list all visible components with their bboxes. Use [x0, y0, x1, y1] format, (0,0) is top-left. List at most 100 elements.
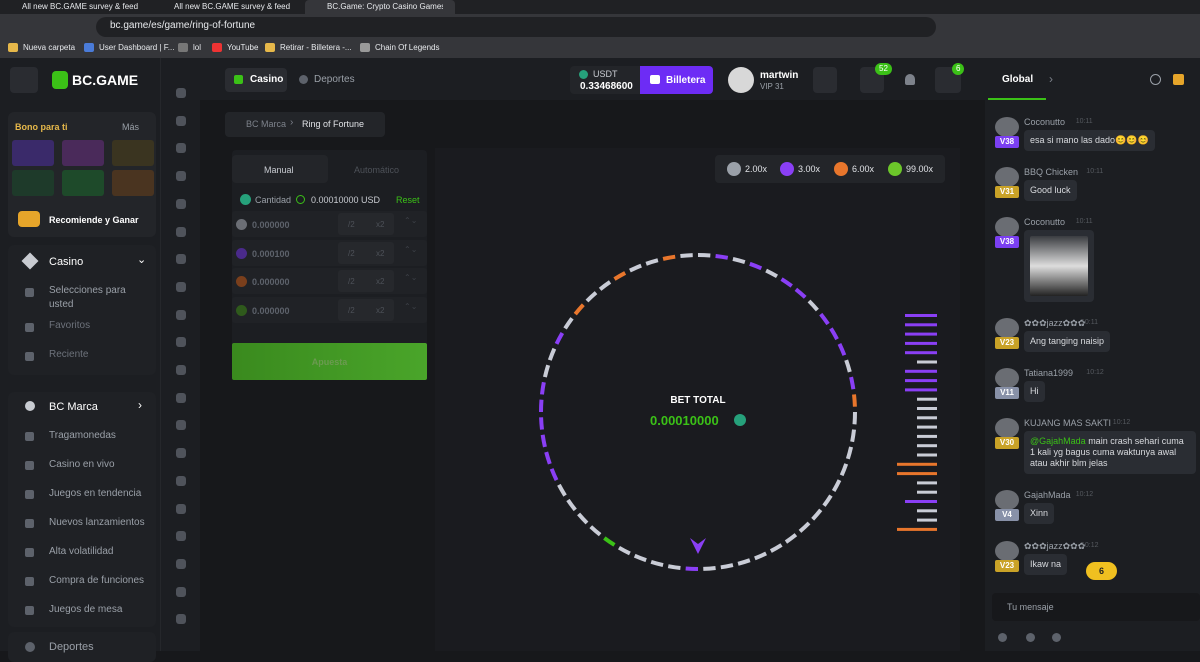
user-name[interactable]: KUJANG MAS SAKTI — [1024, 418, 1111, 428]
user-name[interactable]: martwin — [760, 70, 798, 81]
user-name[interactable]: GajahMada — [1024, 490, 1071, 500]
nav-link[interactable]: Alta volatilidad — [49, 546, 113, 557]
avatar[interactable] — [995, 541, 1019, 561]
nav-link[interactable]: Juegos de mesa — [49, 604, 122, 615]
nav-icon — [25, 490, 34, 499]
sports-tab-text[interactable]: Deportes — [314, 74, 355, 85]
game-icon[interactable] — [176, 116, 186, 126]
reset[interactable]: Reset — [396, 195, 420, 205]
mention[interactable]: @GajahMada — [1030, 436, 1086, 446]
logo[interactable]: BC.GAME — [72, 72, 138, 88]
user-name[interactable]: Coconutto — [1024, 117, 1065, 127]
game-icon[interactable] — [176, 559, 186, 569]
user-name[interactable]: Tatiana1999 — [1024, 368, 1073, 378]
bookmark[interactable]: Retirar - Billetera -... — [280, 43, 352, 52]
game-icon[interactable] — [176, 227, 186, 237]
game-icon[interactable] — [176, 88, 186, 98]
sports-link[interactable]: Deportes — [49, 641, 94, 653]
legend-label[interactable]: 2.00x — [745, 164, 767, 174]
nav-link[interactable]: Compra de funciones — [49, 575, 144, 586]
game-icon[interactable] — [176, 393, 186, 403]
game-icon[interactable] — [176, 448, 186, 458]
game-icon[interactable] — [176, 254, 186, 264]
bookmark[interactable]: YouTube — [227, 43, 258, 52]
game-icon[interactable] — [176, 282, 186, 292]
avatar[interactable] — [995, 490, 1019, 510]
nav-link[interactable]: Nuevos lanzamientos — [49, 517, 145, 528]
game-icon[interactable] — [176, 171, 186, 181]
bonus-icon[interactable] — [12, 140, 54, 166]
chat-tab[interactable]: Global — [1002, 74, 1033, 85]
chat-tool[interactable] — [1026, 633, 1035, 642]
rules-icon[interactable] — [1150, 74, 1161, 85]
avatar[interactable] — [995, 117, 1019, 137]
half-btn[interactable] — [338, 213, 394, 235]
avatar[interactable] — [995, 318, 1019, 338]
game-icon[interactable] — [176, 504, 186, 514]
game-icon[interactable] — [176, 531, 186, 541]
user-name[interactable]: BBQ Chicken — [1024, 167, 1078, 177]
legend-label[interactable]: 3.00x — [798, 164, 820, 174]
half-btn[interactable] — [338, 299, 394, 321]
game-icon[interactable] — [176, 310, 186, 320]
game-icon[interactable] — [176, 587, 186, 597]
bonus-icon[interactable] — [62, 170, 104, 196]
breadcrumb[interactable]: BC Marca — [246, 119, 286, 129]
game-icon[interactable] — [176, 365, 186, 375]
avatar[interactable] — [995, 217, 1019, 237]
game-icon[interactable] — [176, 476, 186, 486]
bonus-icon[interactable] — [112, 170, 154, 196]
nav-link[interactable]: Juegos en tendencia — [49, 488, 141, 499]
nav-icon — [25, 461, 34, 470]
chat-image[interactable] — [1030, 236, 1088, 296]
nav-link[interactable]: Tragamonedas — [49, 430, 116, 441]
nav-link[interactable]: Favoritos — [49, 319, 144, 333]
bonus-icon[interactable] — [112, 140, 154, 166]
chevron: ⌄ — [137, 253, 146, 266]
vip-badge: V23 — [995, 560, 1019, 572]
casino-link[interactable]: Casino — [49, 256, 83, 268]
bonus-title: Bono para ti — [15, 122, 68, 132]
avatar[interactable] — [995, 418, 1019, 438]
ring-segment — [587, 293, 596, 301]
avatar[interactable] — [728, 67, 754, 93]
bonus-more[interactable]: Más — [122, 122, 139, 132]
ring-segment — [619, 548, 630, 554]
game-icon[interactable] — [176, 420, 186, 430]
nav-link[interactable]: Casino en vivo — [49, 459, 115, 470]
brand-link[interactable]: BC Marca — [49, 401, 98, 413]
chip — [236, 276, 247, 287]
bet-tab[interactable]: Automático — [354, 165, 399, 175]
history-bar — [905, 370, 937, 373]
bookmark[interactable]: Nueva carpeta — [23, 43, 75, 52]
new-badge[interactable]: 6 — [1086, 562, 1117, 580]
trophy-icon[interactable] — [1173, 74, 1184, 85]
bonus-icon[interactable] — [12, 170, 54, 196]
user-name[interactable]: ✿✿✿jazz✿✿✿ — [1024, 541, 1085, 552]
avatar[interactable] — [995, 368, 1019, 388]
menu-btn[interactable] — [813, 67, 837, 93]
legend-label[interactable]: 99.00x — [906, 164, 933, 174]
ring-segment — [834, 480, 840, 491]
bookmark[interactable]: User Dashboard | F... — [99, 43, 174, 52]
game-icon[interactable] — [176, 614, 186, 624]
half-btn[interactable] — [338, 242, 394, 264]
game-icon[interactable] — [176, 199, 186, 209]
legend-label[interactable]: 6.00x — [852, 164, 874, 174]
avatar[interactable] — [995, 167, 1019, 187]
game-icon[interactable] — [176, 143, 186, 153]
chat-tool[interactable] — [998, 633, 1007, 642]
bookmark[interactable]: lol — [193, 43, 201, 52]
nav-link[interactable]: Reciente — [49, 348, 144, 362]
menu-button[interactable] — [10, 67, 38, 93]
ring-segment — [541, 417, 542, 429]
bookmark[interactable]: Chain Of Legends — [375, 43, 440, 52]
nav-link[interactable]: Selecciones para usted — [49, 284, 144, 312]
half-btn[interactable] — [338, 270, 394, 292]
refer[interactable]: Recomiende y Ganar — [49, 215, 139, 225]
bonus-icon[interactable] — [62, 140, 104, 166]
game-icon[interactable] — [176, 337, 186, 347]
chat-tool[interactable] — [1052, 633, 1061, 642]
user-name[interactable]: ✿✿✿jazz✿✿✿ — [1024, 318, 1085, 329]
user-name[interactable]: Coconutto — [1024, 217, 1065, 227]
